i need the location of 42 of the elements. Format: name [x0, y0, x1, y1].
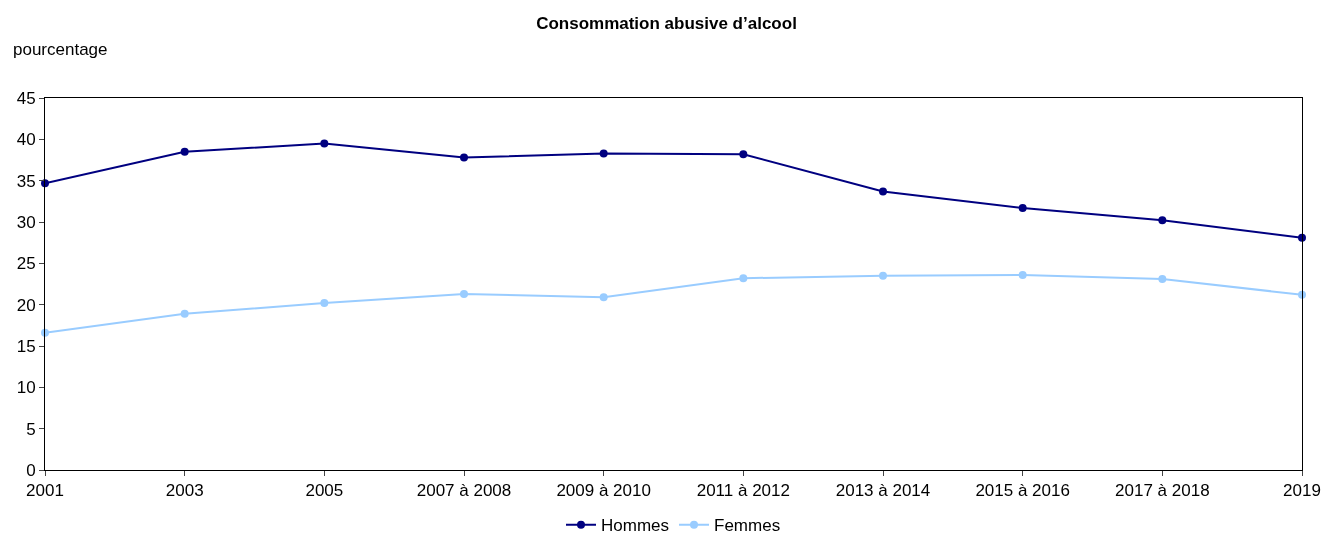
chart-title: Consommation abusive d’alcool	[536, 13, 797, 33]
point	[460, 289, 468, 298]
point	[460, 153, 468, 162]
point	[1298, 290, 1306, 299]
point	[879, 271, 887, 280]
y-tick-label: 45	[16, 88, 36, 108]
legend-label: Hommes	[601, 516, 670, 536]
y-tick-label: 35	[16, 171, 36, 191]
x-tick-label: 2019	[1283, 481, 1321, 501]
point	[320, 299, 329, 308]
x-tick-label: 2003	[165, 481, 204, 501]
y-tick-label: 30	[16, 212, 36, 232]
point	[739, 274, 748, 283]
point	[599, 293, 608, 302]
y-tick-label: 15	[16, 336, 36, 356]
point	[879, 187, 887, 196]
point	[1018, 270, 1027, 279]
y-tick-label: 5	[26, 419, 36, 439]
legend-label: Femmes	[714, 516, 781, 536]
y-tick-label: 25	[16, 254, 36, 274]
y-tick-label: 20	[16, 295, 36, 315]
point	[180, 309, 189, 318]
y-tick-label: 10	[16, 378, 36, 398]
x-tick-label: 2015 à 2016	[975, 481, 1070, 501]
x-tick-label: 2007 à 2008	[416, 481, 512, 501]
x-tick-label: 2017 à 2018	[1115, 481, 1210, 501]
point	[739, 150, 748, 159]
y-tick-label: 40	[16, 130, 36, 150]
point	[41, 328, 49, 337]
x-tick-label: 2011 à 2012	[696, 481, 790, 501]
point	[180, 147, 189, 156]
point	[599, 149, 608, 158]
point	[320, 139, 329, 148]
point	[1158, 216, 1167, 225]
x-tick-label: 2005	[305, 481, 344, 501]
x-tick-label: 2009 à 2010	[556, 481, 651, 501]
y-axis-title: pourcentage	[13, 40, 108, 59]
point	[1018, 203, 1027, 212]
point	[1158, 275, 1167, 284]
x-tick-label: 2001	[26, 481, 64, 501]
y-tick-label: 0	[26, 460, 36, 480]
x-tick-label: 2013 à 2014	[835, 481, 931, 501]
